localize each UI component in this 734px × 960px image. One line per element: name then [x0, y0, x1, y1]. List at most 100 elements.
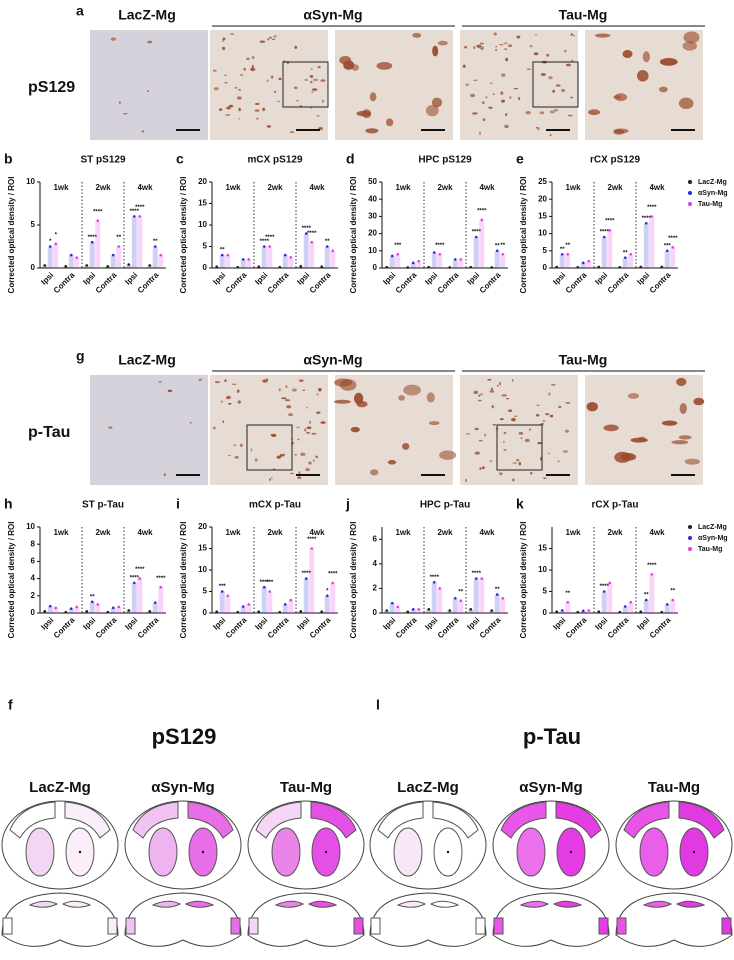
panel-letter: a [76, 3, 84, 19]
stain [630, 437, 648, 443]
week-label: 4wk [309, 183, 325, 192]
bar-point [268, 590, 272, 593]
row-label: pS129 [28, 79, 75, 96]
stain [478, 440, 483, 442]
y-tick-label: 20 [368, 229, 377, 238]
stain [518, 462, 522, 466]
y-tick-label: 4 [31, 574, 36, 583]
stain [256, 117, 259, 120]
hippocampus-l [28, 900, 59, 908]
week-label: 2wk [267, 183, 283, 192]
bar-point [299, 609, 303, 613]
group-header: LacZ-Mg [118, 352, 176, 368]
stain [311, 432, 317, 435]
hippocampus-r [307, 900, 338, 908]
bar-point [385, 265, 389, 269]
bar-point [390, 601, 394, 605]
bar-point [48, 245, 52, 248]
stain [266, 79, 269, 83]
cortex-left [9, 801, 56, 839]
stain [489, 460, 492, 463]
y-tick-label: 50 [368, 177, 377, 186]
y-tick-label: 0 [31, 608, 36, 617]
rcx-left [616, 917, 627, 935]
stain [671, 440, 689, 445]
significance: * [55, 232, 58, 238]
stain [499, 43, 504, 46]
bar [649, 216, 655, 268]
bar-point [480, 577, 484, 580]
bar-point [64, 610, 68, 614]
significance: **** [130, 575, 140, 581]
stain [214, 381, 221, 383]
panel-letter: g [76, 348, 85, 364]
bar-point [432, 251, 436, 254]
stain [353, 392, 364, 405]
bar-point [448, 266, 452, 269]
bar-point [127, 609, 131, 612]
stain [236, 389, 240, 393]
bar [303, 578, 309, 613]
bar-point [581, 261, 585, 265]
bar-point [69, 607, 73, 610]
bar-point [480, 218, 484, 222]
bar-point [320, 610, 324, 614]
week-label: 2wk [607, 528, 623, 537]
stain [320, 79, 326, 82]
bar-point [597, 265, 601, 269]
bar [458, 259, 464, 268]
stain [297, 476, 302, 479]
bar [110, 255, 116, 268]
bar-point [43, 264, 47, 267]
bar [261, 587, 267, 613]
stain [693, 397, 705, 406]
stain [516, 35, 521, 39]
bar-point [278, 265, 282, 269]
bar-point [560, 609, 564, 612]
stain [311, 91, 314, 93]
bar-point [54, 242, 58, 246]
stain [266, 125, 272, 128]
bar-point [96, 219, 100, 222]
stain [426, 392, 435, 403]
x-tick-label: Ipsi [295, 616, 311, 632]
stain [552, 89, 556, 93]
stain [278, 388, 281, 392]
bar-point [432, 580, 436, 584]
bar-point [597, 610, 601, 614]
stain [288, 413, 294, 417]
stain [570, 96, 573, 99]
stain [472, 112, 478, 115]
stain [525, 110, 531, 115]
bar-point [111, 606, 115, 610]
bar-point [268, 245, 272, 248]
stain [398, 395, 405, 401]
x-tick-label: Ipsi [635, 616, 651, 632]
bar-point [257, 265, 261, 269]
bar [309, 242, 315, 268]
bar-point [289, 255, 293, 259]
stain [269, 36, 273, 39]
stain [536, 404, 540, 407]
bar-point [587, 259, 591, 263]
bar [68, 608, 74, 613]
bar-point [396, 605, 400, 609]
y-tick-label: 20 [538, 194, 547, 203]
stain [511, 379, 514, 382]
panel-letter: d [346, 151, 355, 167]
stain [529, 44, 533, 48]
stain [464, 46, 468, 49]
stain [500, 91, 504, 95]
stain [220, 400, 223, 403]
group-header: Tau-Mg [559, 7, 608, 23]
y-axis-label: Corrected optical density / ROI [519, 522, 528, 639]
stain [279, 454, 284, 457]
stain [564, 49, 567, 53]
bar-point [138, 577, 142, 580]
stain [294, 45, 298, 49]
stain [274, 90, 277, 93]
y-tick-label: 2 [31, 591, 36, 600]
significance: ** [670, 589, 675, 595]
bar [74, 606, 80, 613]
stain [265, 378, 269, 382]
